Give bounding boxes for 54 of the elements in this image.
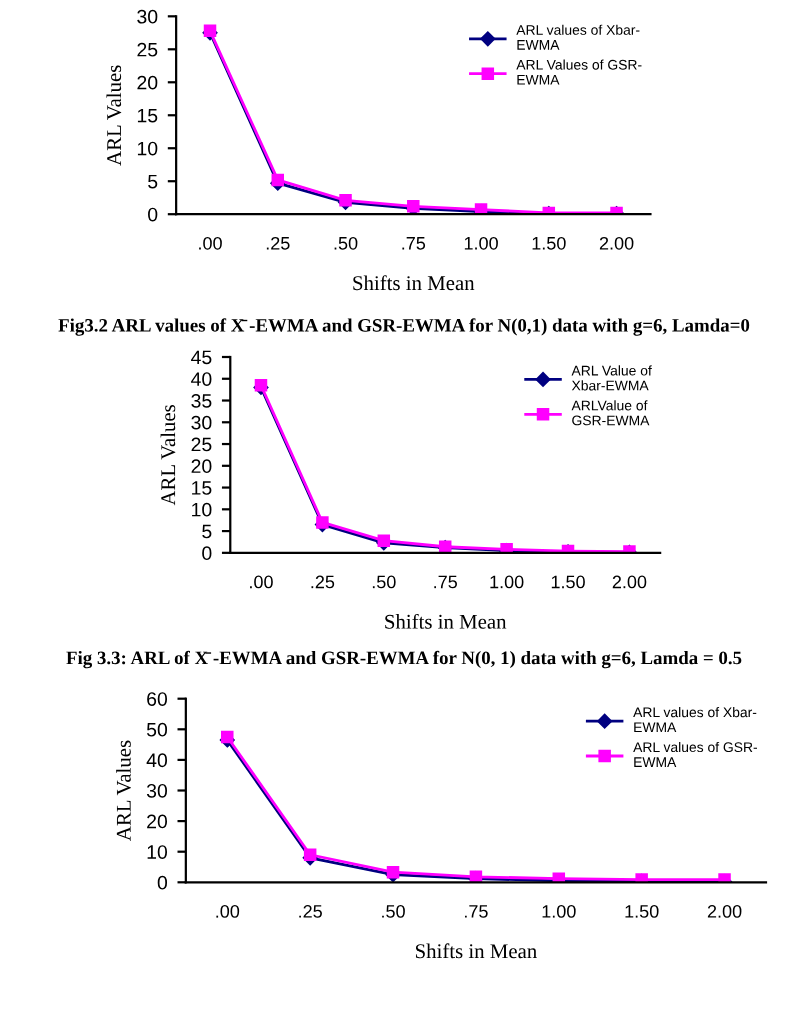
x-tick-label: 2.00 xyxy=(707,905,742,918)
y-tick-label: 50 xyxy=(146,722,168,737)
y-tick-label: 45 xyxy=(191,350,212,365)
x-tick-label: .00 xyxy=(250,575,273,589)
y-tick-label: 0 xyxy=(148,207,158,222)
x-tick-label: 1.00 xyxy=(490,575,524,589)
y-tick-label: 20 xyxy=(191,459,212,474)
x-tick-label: .75 xyxy=(402,237,426,250)
y-tick-label: 5 xyxy=(148,174,158,189)
x-tick-label: .25 xyxy=(311,575,335,589)
y-tick-label: 15 xyxy=(137,108,158,123)
x-tick-label: .00 xyxy=(199,236,222,250)
x-tick-label: 1.50 xyxy=(532,236,566,250)
y-tick-label: 10 xyxy=(192,502,212,517)
x-axis-title: Shifts in Mean xyxy=(415,943,537,959)
y-tick-label: 20 xyxy=(147,814,168,829)
y-tick-label: 10 xyxy=(137,141,158,156)
y-tick-label: 40 xyxy=(146,753,168,768)
y-tick-label: 20 xyxy=(137,75,158,90)
y-tick-label: 15 xyxy=(192,481,212,495)
x-tick-label: .50 xyxy=(372,575,396,589)
x-tick-label: .75 xyxy=(434,575,457,589)
point xyxy=(271,173,285,187)
y-tick-label: 0 xyxy=(157,875,168,890)
y-tick-label: 35 xyxy=(191,393,212,408)
y-tick-label: 60 xyxy=(147,692,168,706)
y-tick-label: 30 xyxy=(146,783,168,798)
y-tick-label: 25 xyxy=(137,42,158,57)
x-tick-label: .00 xyxy=(216,905,240,918)
x-tick-label: 1.00 xyxy=(464,236,498,250)
y-tick-label: 25 xyxy=(191,437,212,452)
x-tick-label: 1.50 xyxy=(551,575,585,589)
y-tick-label: 0 xyxy=(202,546,212,561)
y-axis-title: ARL Values xyxy=(160,405,176,506)
x-tick-label: .50 xyxy=(334,236,358,250)
y-axis-title: ARL Values xyxy=(106,65,122,166)
x-tick-label: .25 xyxy=(266,236,290,250)
x-tick-label: 2.00 xyxy=(612,575,647,589)
y-tick-label: 40 xyxy=(191,372,212,386)
y-axis-title: ARL Values xyxy=(116,740,131,841)
chart-title: Fig3.2 ARL values of X̄ -EWMA and GSR-EWMA for N(0,1) data with g=6, Lamda=0 xyxy=(58,318,750,336)
x-tick-label: 1.00 xyxy=(542,905,576,918)
y-tick-label: 5 xyxy=(202,524,212,539)
y-tick-label: 30 xyxy=(137,9,158,24)
y-tick-label: 30 xyxy=(191,415,212,430)
y-tick-label: 10 xyxy=(147,845,168,859)
chart-title: Fig 3.3: ARL of X̄ -EWMA and GSR-EWMA for N(0, 1) data with g=6, Lamda = 0.5 xyxy=(66,650,742,669)
x-axis-title: Shifts in Mean xyxy=(353,275,475,291)
x-tick-label: .50 xyxy=(382,905,405,918)
x-tick-label: 1.50 xyxy=(625,905,659,918)
x-axis-title: Shifts in Mean xyxy=(385,613,507,629)
x-tick-label: .25 xyxy=(299,905,322,918)
x-tick-label: .75 xyxy=(465,905,488,918)
x-tick-label: 2.00 xyxy=(599,236,634,250)
